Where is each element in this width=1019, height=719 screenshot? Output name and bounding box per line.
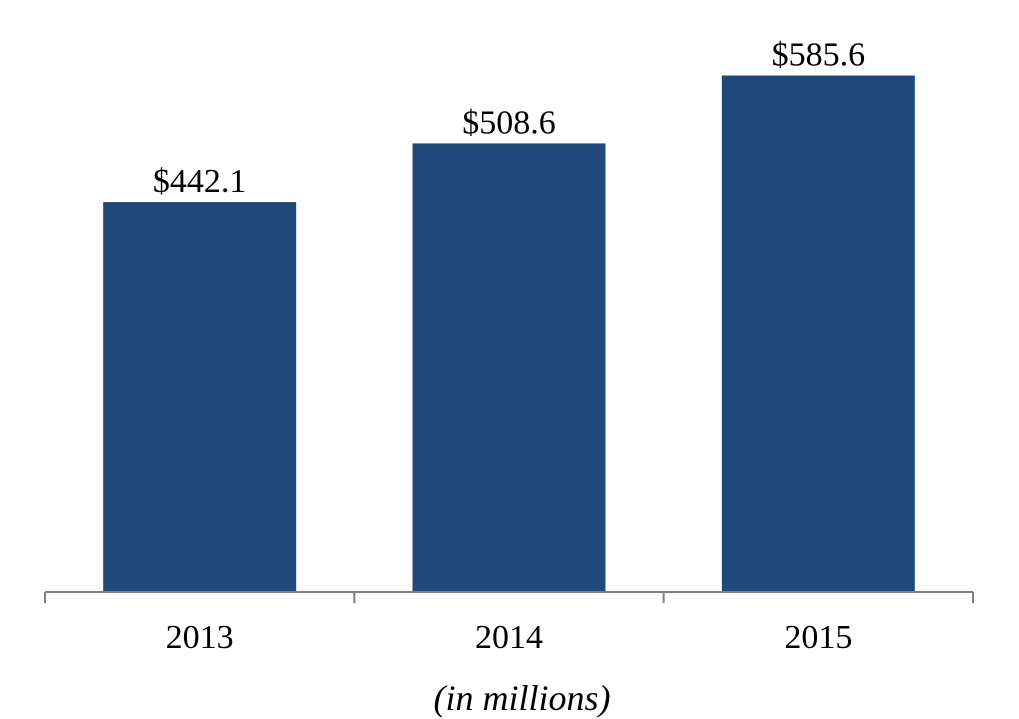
data-label-2013: $442.1 — [153, 163, 247, 200]
data-label-2014: $508.6 — [462, 104, 556, 141]
x-tick-label-2015: 2015 — [784, 619, 852, 656]
data-label-2015: $585.6 — [772, 37, 866, 74]
bar-2015 — [721, 75, 915, 593]
bar-2014 — [412, 143, 606, 592]
x-tick-label-2014: 2014 — [475, 619, 543, 656]
x-axis-label: (in millions) — [434, 678, 611, 718]
x-tick-label-2013: 2013 — [166, 619, 234, 656]
data-labels-group: $442.1 $508.6 $585.6 — [153, 37, 865, 201]
x-tick-labels-group: 2013 2014 2015 — [166, 619, 853, 656]
bar-2013 — [103, 202, 297, 592]
x-axis — [44, 591, 974, 603]
bars-group — [103, 75, 915, 593]
